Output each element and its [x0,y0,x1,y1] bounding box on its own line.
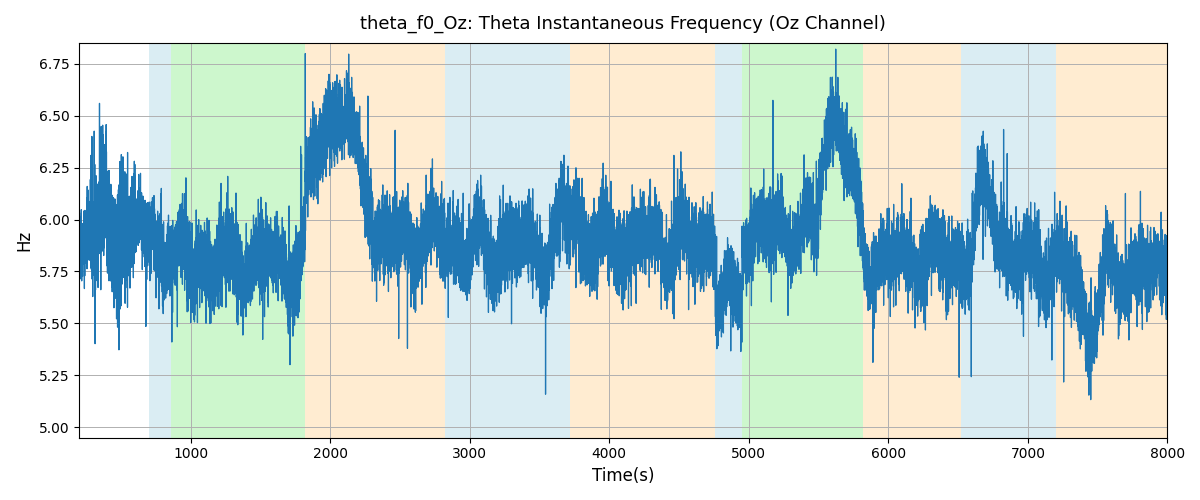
Bar [172,43,305,438]
Bar [961,43,1056,438]
Bar [863,43,961,438]
Y-axis label: Hz: Hz [14,230,32,251]
Bar [149,43,172,438]
Title: theta_f0_Oz: Theta Instantaneous Frequency (Oz Channel): theta_f0_Oz: Theta Instantaneous Frequen… [360,15,886,34]
Bar [1056,43,1168,438]
Bar [570,43,715,438]
X-axis label: Time(s): Time(s) [592,467,654,485]
Bar [305,43,445,438]
Bar [715,43,742,438]
Bar [742,43,863,438]
Bar [445,43,570,438]
